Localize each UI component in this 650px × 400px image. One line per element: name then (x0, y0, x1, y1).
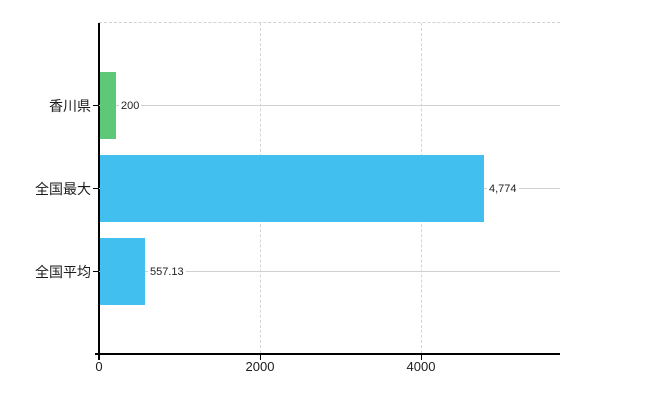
x-tick-mark (421, 355, 422, 360)
value-label: 200 (119, 98, 142, 113)
category-gridline (99, 271, 560, 272)
x-tick-label: 0 (95, 359, 103, 374)
category-tick-mark (93, 105, 98, 106)
value-label: 4,774 (487, 181, 519, 196)
bar-kagawa (100, 72, 116, 139)
x-tick-mark (260, 355, 261, 360)
x-tick-label: 2000 (245, 359, 275, 374)
x-tick-label: 4000 (406, 359, 436, 374)
x-axis-line (95, 353, 560, 355)
plot-top-border (99, 22, 560, 23)
category-tick-mark (93, 188, 98, 189)
bar-national-average (100, 238, 145, 305)
category-label-national-average: 全国平均 (35, 264, 91, 280)
bar-row: 200 (100, 72, 560, 139)
bar-national-max (100, 155, 484, 222)
category-gridline (99, 105, 560, 106)
category-label-national-max: 全国最大 (35, 181, 91, 197)
y-axis-line (98, 23, 100, 360)
category-tick-mark (93, 271, 98, 272)
category-label-kagawa: 香川県 (49, 98, 91, 114)
bar-row: 4,774 (100, 155, 560, 222)
bar-row: 557.13 (100, 238, 560, 305)
value-label: 557.13 (148, 264, 186, 279)
